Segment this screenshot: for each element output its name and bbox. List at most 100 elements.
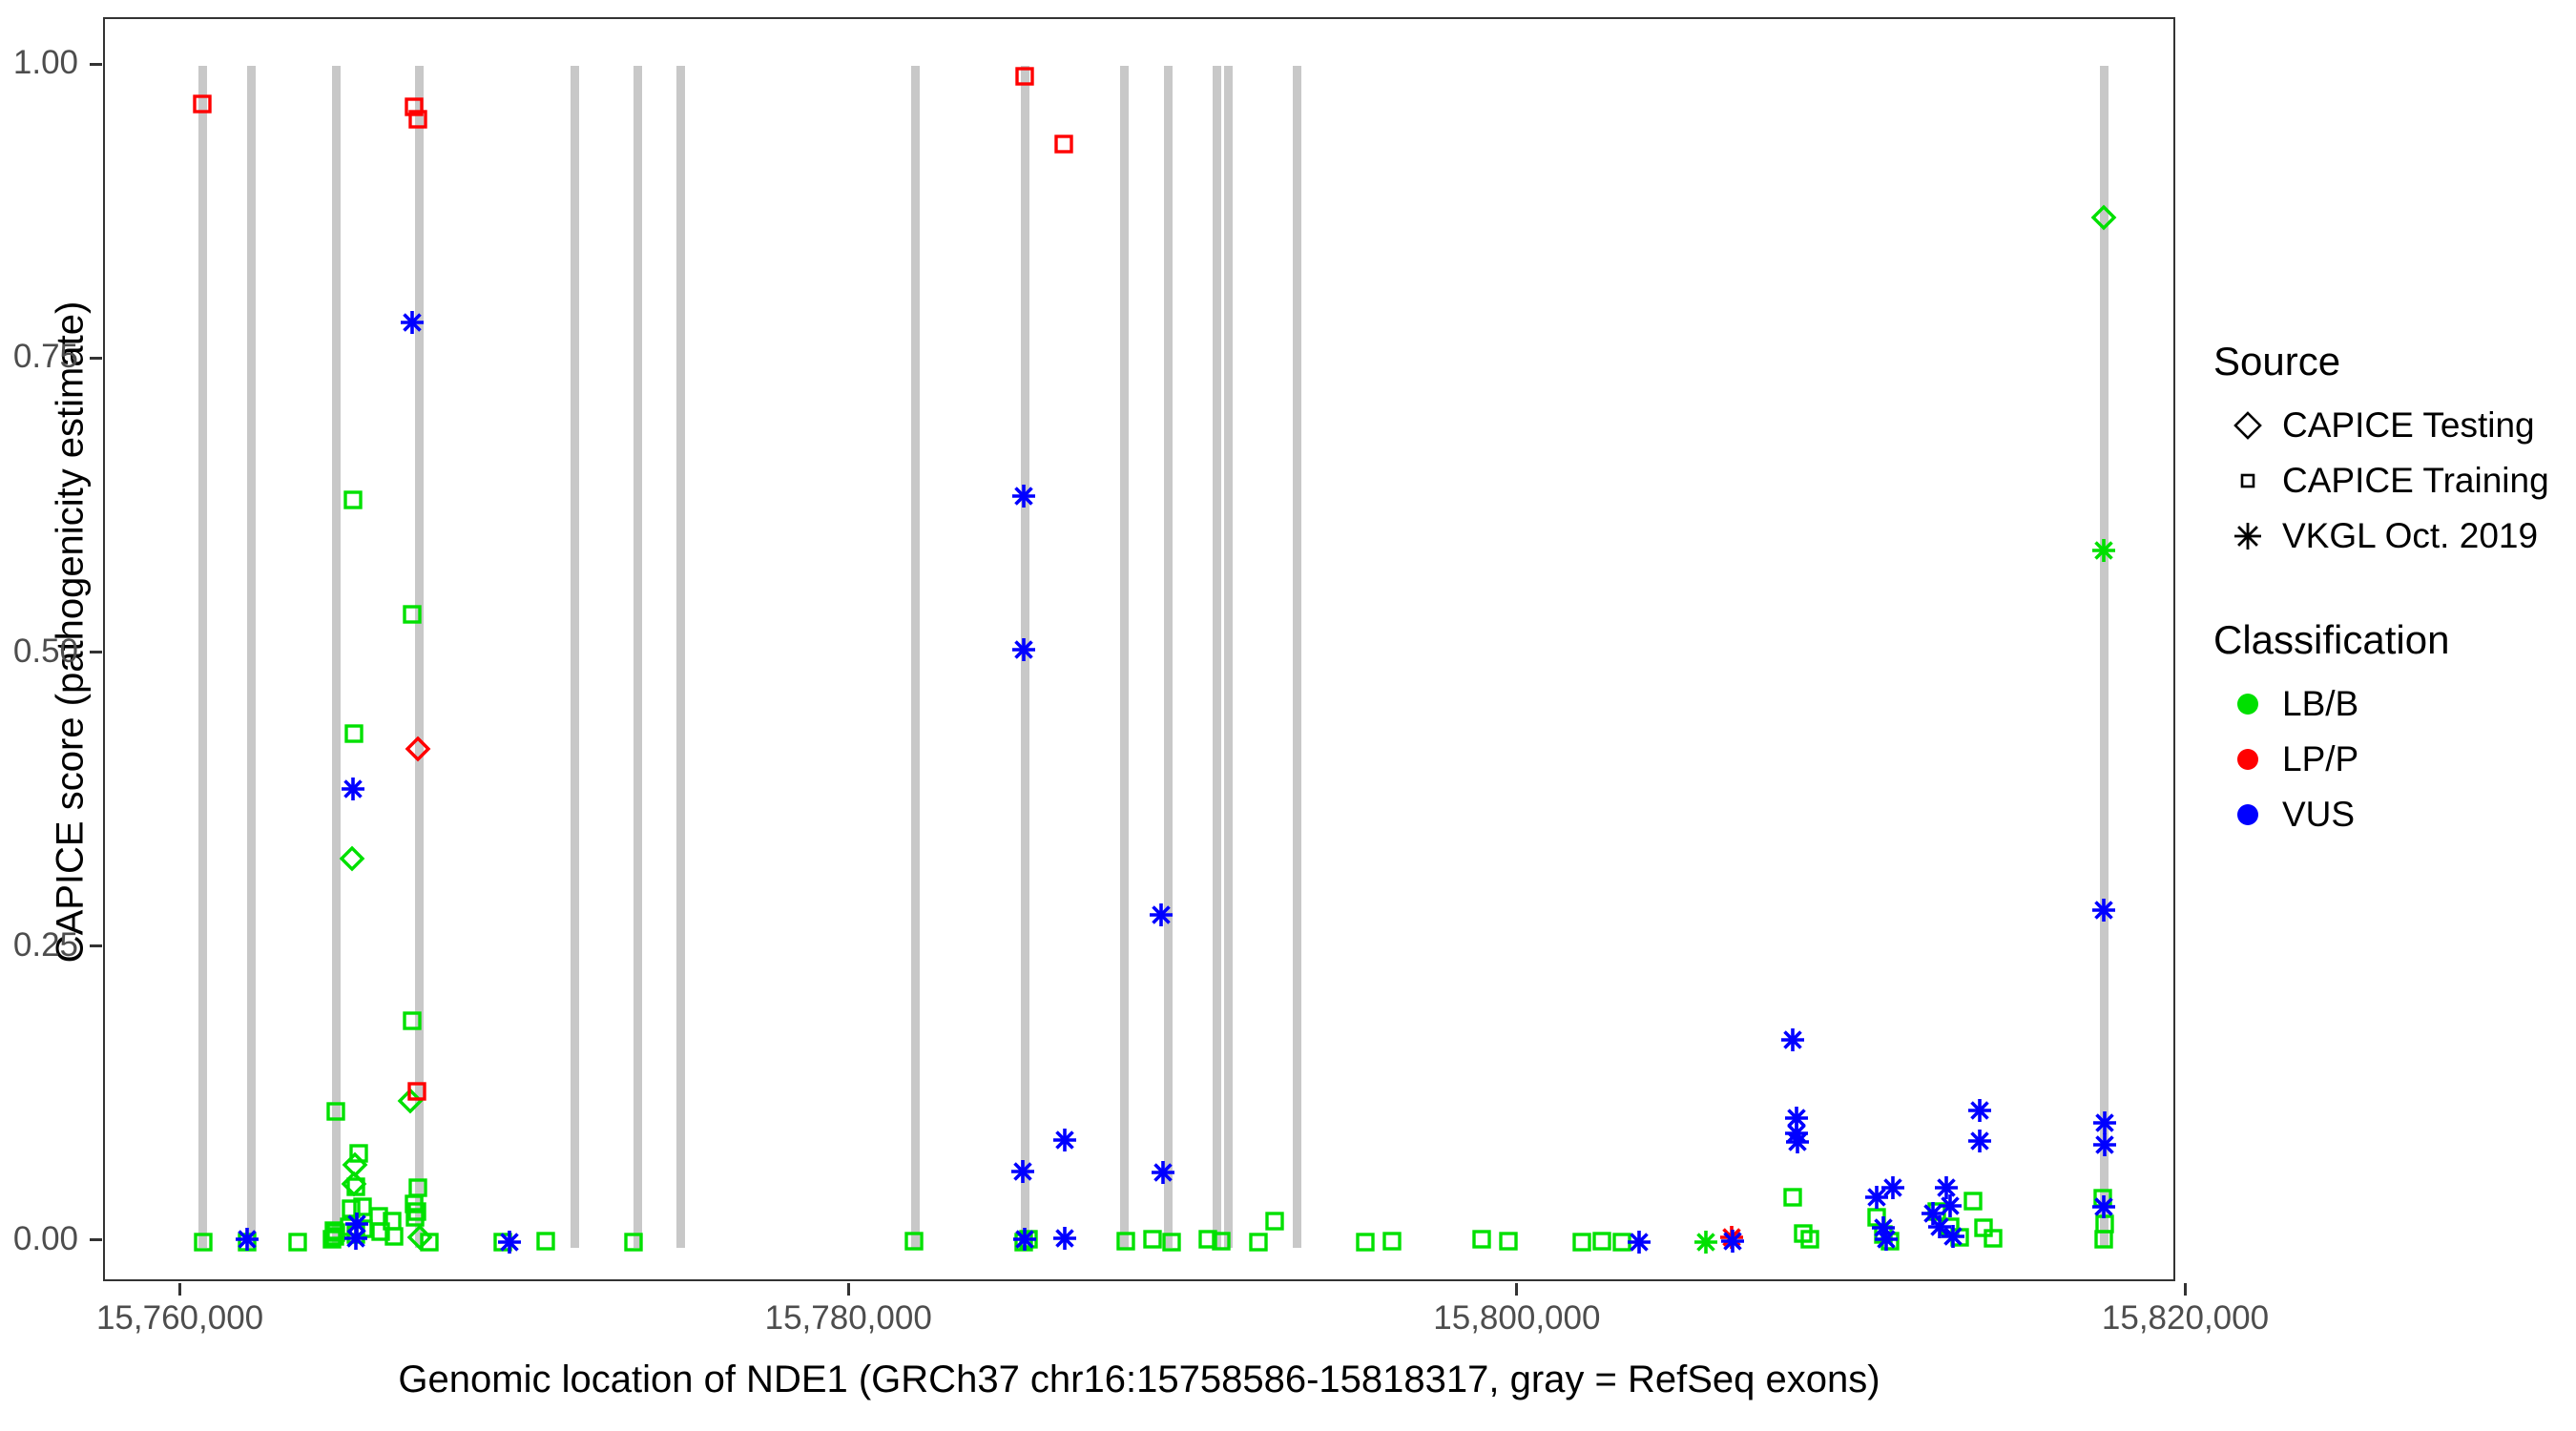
legend-item-label: LB/B [2282,684,2359,723]
exon-bar [1163,66,1173,1248]
data-point-lb-b [349,1144,368,1164]
data-point-vus [2092,1132,2116,1156]
data-point-lb-b [1799,1230,1819,1250]
data-point-lb-b [1694,1230,1718,1254]
data-point-vus [343,1227,367,1251]
data-point-lp-p [404,97,424,117]
data-point-lb-b [402,1011,422,1030]
data-point-lb-b [403,604,422,624]
data-point-lb-b [2090,204,2117,231]
data-point-lb-b [1572,1233,1592,1252]
x-axis-title: Genomic location of NDE1 (GRCh37 chr16:1… [398,1358,1880,1400]
data-point-lb-b [1143,1230,1162,1250]
data-point-lb-b [405,1208,425,1227]
data-point-vus [1968,1098,1992,1122]
exon-bar [415,66,425,1248]
x-tick-mark [178,1283,182,1296]
data-point-lb-b [1248,1233,1268,1252]
data-point-lb-b [407,1202,426,1221]
data-point-lb-b [1592,1231,1612,1251]
data-point-lb-b [1198,1230,1217,1250]
data-point-lp-p [193,94,212,114]
x-tick-label: 15,800,000 [1433,1299,1601,1337]
square-icon [2240,473,2255,488]
legend-item-capice-training[interactable]: CAPICE Training [2213,453,2576,508]
data-point-lb-b [353,1197,372,1216]
legend-item-label: VKGL Oct. 2019 [2282,516,2539,555]
data-point-lb-b [536,1231,556,1251]
legend-item-lp-p[interactable]: LP/P [2213,732,2576,787]
x-tick-mark [1515,1283,1519,1296]
data-point-lb-b [420,1233,439,1252]
legend: Source CAPICE Testing CAPICE Training VKGL… [2213,339,2576,842]
data-point-vus [236,1228,260,1252]
data-point-vus [1928,1214,1952,1238]
y-tick-mark [90,62,102,66]
exon-bar [1212,66,1221,1248]
y-tick-mark [90,651,102,654]
data-point-vus [1942,1224,1965,1248]
exon-bar [910,66,920,1248]
data-point-vus [1053,1227,1077,1251]
plot-panel [103,17,2175,1281]
x-tick-mark [846,1283,850,1296]
exon-bar [676,66,686,1248]
legend-source-title: Source [2213,339,2341,384]
exon-bar [633,66,642,1248]
data-point-lb-b [1472,1230,1492,1250]
data-point-vus [341,778,364,801]
legend-source-items: CAPICE Testing CAPICE Training VKGL Oct. 2… [2213,398,2576,564]
legend-key [2213,515,2282,557]
data-point-lb-b [397,1088,424,1114]
data-point-lb-b [339,845,364,872]
data-point-vus [1881,1176,1905,1200]
y-tick-label: 0.50 [12,632,78,670]
legend-item-vus[interactable]: VUS [2213,787,2576,842]
x-tick-label: 15,780,000 [764,1299,932,1337]
data-point-vus [1150,903,1174,927]
data-point-lb-b [346,1177,365,1196]
x-tick-mark [2184,1283,2187,1296]
legend-key [2213,794,2282,836]
exon-bar [2099,66,2109,1248]
data-point-lb-b [1116,1231,1135,1251]
legend-spacer [2213,564,2576,617]
y-tick-mark [90,944,102,948]
data-point-lb-b [904,1231,924,1251]
data-point-vus [401,311,425,334]
data-point-lb-b [326,1223,346,1242]
y-tick-label: 1.00 [12,44,78,82]
data-point-lp-p [405,736,430,762]
data-point-vus [1781,1027,1805,1051]
data-point-lb-b [326,1102,345,1121]
y-tick-mark [90,1238,102,1242]
legend-key [2213,683,2282,725]
legend-item-label: CAPICE Testing [2282,405,2535,445]
data-point-vus [1938,1193,1962,1217]
legend-key [2213,404,2282,446]
legend-key [2213,738,2282,780]
data-point-lb-b [1984,1229,2004,1248]
dot-icon [2237,749,2258,770]
dot-icon [2237,694,2258,715]
legend-item-label: LP/P [2282,739,2359,778]
data-point-lb-b [1356,1233,1375,1252]
x-tick-label: 15,760,000 [95,1299,264,1337]
data-point-vus [2091,1194,2115,1218]
data-point-lp-p [407,1082,426,1101]
legend-item-label: CAPICE Training [2282,461,2549,500]
data-point-lb-b [1974,1218,1993,1237]
data-point-vus [1053,1128,1077,1151]
data-point-vus [1786,1130,1810,1154]
legend-item-vkgl-oct-2019[interactable]: VKGL Oct. 2019 [2213,508,2576,564]
data-point-lb-b [1265,1211,1284,1231]
legend-item-lb-b[interactable]: LB/B [2213,676,2576,732]
data-point-lb-b [1963,1192,1983,1211]
data-point-lp-p [1054,134,1074,154]
data-point-lb-b [624,1233,643,1252]
data-point-lp-p [408,110,427,129]
legend-item-capice-testing[interactable]: CAPICE Testing [2213,398,2576,453]
legend-classification-title: Classification [2213,617,2450,662]
exon-bar [570,66,579,1248]
